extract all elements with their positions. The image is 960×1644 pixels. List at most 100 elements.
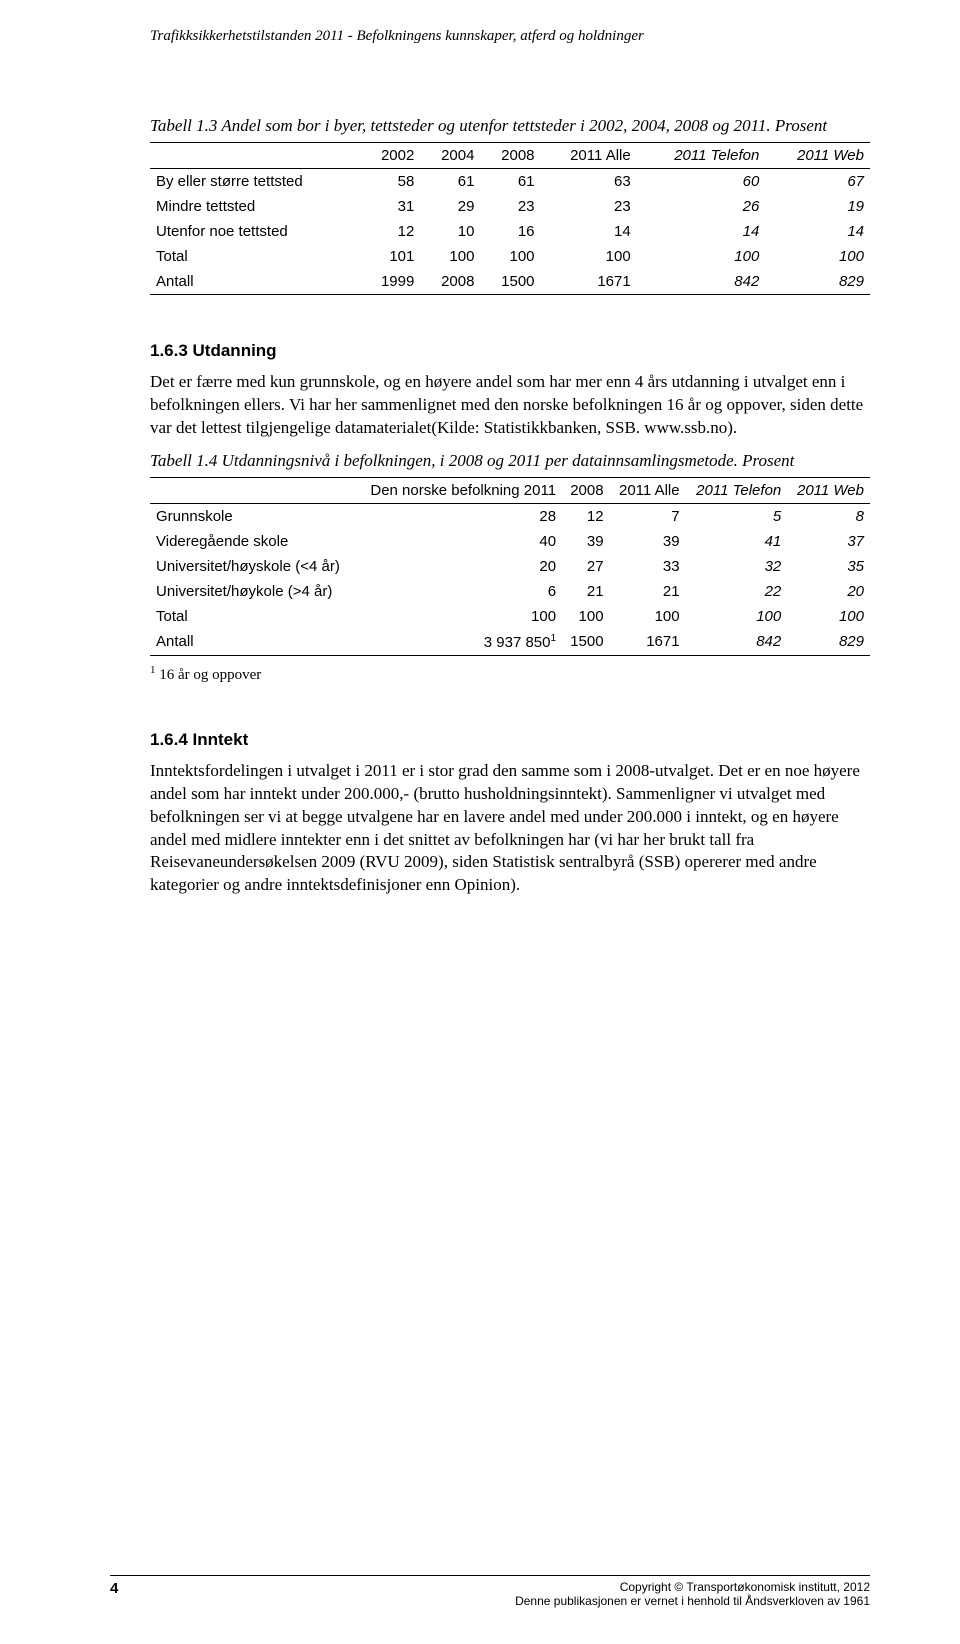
cell: 40 xyxy=(355,529,562,554)
cell: 58 xyxy=(360,168,420,194)
table2-h1: Den norske befolkning 2011 xyxy=(355,477,562,503)
table-row: Antall 1999 2008 1500 1671 842 829 xyxy=(150,269,870,295)
table-row: Total 101 100 100 100 100 100 xyxy=(150,244,870,269)
cell: 12 xyxy=(562,503,610,529)
cell: 14 xyxy=(541,219,637,244)
footer-text: Copyright © Transportøkonomisk institutt… xyxy=(515,1580,870,1608)
cell: 5 xyxy=(686,503,788,529)
section-164-heading: 1.6.4 Inntekt xyxy=(150,730,870,750)
cell: 61 xyxy=(480,168,540,194)
cell: 14 xyxy=(637,219,766,244)
cell: 16 xyxy=(480,219,540,244)
cell: 1500 xyxy=(480,269,540,295)
cell-val: 3 937 850 xyxy=(484,634,551,651)
table1-h2: 2004 xyxy=(420,142,480,168)
cell: Grunnskole xyxy=(150,503,355,529)
cell: 41 xyxy=(686,529,788,554)
cell: 67 xyxy=(765,168,870,194)
cell: 27 xyxy=(562,554,610,579)
section-164-para: Inntektsfordelingen i utvalget i 2011 er… xyxy=(150,760,870,898)
cell: 1999 xyxy=(360,269,420,295)
cell: 1500 xyxy=(562,629,610,656)
cell: Antall xyxy=(150,629,355,656)
cell: 29 xyxy=(420,194,480,219)
table1-h0 xyxy=(150,142,360,168)
cell: 100 xyxy=(541,244,637,269)
cell: 1671 xyxy=(541,269,637,295)
table2-h4: 2011 Telefon xyxy=(686,477,788,503)
table-row: Total 100 100 100 100 100 xyxy=(150,604,870,629)
cell: 23 xyxy=(480,194,540,219)
running-header: Trafikksikkerhetstilstanden 2011 - Befol… xyxy=(150,28,870,45)
cell: 35 xyxy=(787,554,870,579)
cell: 100 xyxy=(686,604,788,629)
cell: 842 xyxy=(637,269,766,295)
table2-header-row: Den norske befolkning 2011 2008 2011 All… xyxy=(150,477,870,503)
cell: 100 xyxy=(610,604,686,629)
table2-h5: 2011 Web xyxy=(787,477,870,503)
cell: 21 xyxy=(562,579,610,604)
cell: 32 xyxy=(686,554,788,579)
cell: 100 xyxy=(637,244,766,269)
cell: 829 xyxy=(787,629,870,656)
cell: 60 xyxy=(637,168,766,194)
cell: 61 xyxy=(420,168,480,194)
footer-line1: Copyright © Transportøkonomisk institutt… xyxy=(620,1580,870,1594)
cell: 33 xyxy=(610,554,686,579)
page-number: 4 xyxy=(110,1580,150,1597)
table1-h3: 2008 xyxy=(480,142,540,168)
table-row: Grunnskole 28 12 7 5 8 xyxy=(150,503,870,529)
table1-h1: 2002 xyxy=(360,142,420,168)
table1-h5: 2011 Telefon xyxy=(637,142,766,168)
footer-line2: Denne publikasjonen er vernet i henhold … xyxy=(515,1594,870,1608)
table-row: Universitet/høykole (>4 år) 6 21 21 22 2… xyxy=(150,579,870,604)
table-row: Mindre tettsted 31 29 23 23 26 19 xyxy=(150,194,870,219)
cell: 6 xyxy=(355,579,562,604)
table2-footnote: 1 16 år og oppover xyxy=(150,664,870,684)
cell: 842 xyxy=(686,629,788,656)
cell: 100 xyxy=(765,244,870,269)
table2-h3: 2011 Alle xyxy=(610,477,686,503)
cell: 31 xyxy=(360,194,420,219)
table-row: By eller større tettsted 58 61 61 63 60 … xyxy=(150,168,870,194)
cell: 8 xyxy=(787,503,870,529)
table2-h0 xyxy=(150,477,355,503)
cell: Utenfor noe tettsted xyxy=(150,219,360,244)
table1: 2002 2004 2008 2011 Alle 2011 Telefon 20… xyxy=(150,142,870,295)
cell: 101 xyxy=(360,244,420,269)
cell: 28 xyxy=(355,503,562,529)
page-footer: 4 Copyright © Transportøkonomisk institu… xyxy=(110,1575,870,1608)
cell: 22 xyxy=(686,579,788,604)
cell: 10 xyxy=(420,219,480,244)
cell: By eller større tettsted xyxy=(150,168,360,194)
table1-caption: Tabell 1.3 Andel som bor i byer, tettste… xyxy=(150,115,870,138)
section-163-heading: 1.6.3 Utdanning xyxy=(150,341,870,361)
cell: 23 xyxy=(541,194,637,219)
cell: 12 xyxy=(360,219,420,244)
cell: 100 xyxy=(420,244,480,269)
footnote-marker: 1 xyxy=(150,664,156,676)
cell: 100 xyxy=(480,244,540,269)
cell: Antall xyxy=(150,269,360,295)
cell: Total xyxy=(150,604,355,629)
cell: 39 xyxy=(562,529,610,554)
table-row: Antall 3 937 8501 1500 1671 842 829 xyxy=(150,629,870,656)
cell-antall-value: 3 937 8501 xyxy=(355,629,562,656)
table-row: Videregående skole 40 39 39 41 37 xyxy=(150,529,870,554)
cell: 2008 xyxy=(420,269,480,295)
cell: 1671 xyxy=(610,629,686,656)
cell: 63 xyxy=(541,168,637,194)
cell: Total xyxy=(150,244,360,269)
cell: 39 xyxy=(610,529,686,554)
table1-h6: 2011 Web xyxy=(765,142,870,168)
table-row: Utenfor noe tettsted 12 10 16 14 14 14 xyxy=(150,219,870,244)
page-container: Trafikksikkerhetstilstanden 2011 - Befol… xyxy=(0,0,960,1644)
cell: 20 xyxy=(787,579,870,604)
section-163-para: Det er færre med kun grunnskole, og en h… xyxy=(150,371,870,440)
cell: 100 xyxy=(562,604,610,629)
cell: 37 xyxy=(787,529,870,554)
cell: 26 xyxy=(637,194,766,219)
cell: Universitet/høykole (>4 år) xyxy=(150,579,355,604)
footnote-text: 16 år og oppover xyxy=(159,667,261,683)
cell: 100 xyxy=(355,604,562,629)
